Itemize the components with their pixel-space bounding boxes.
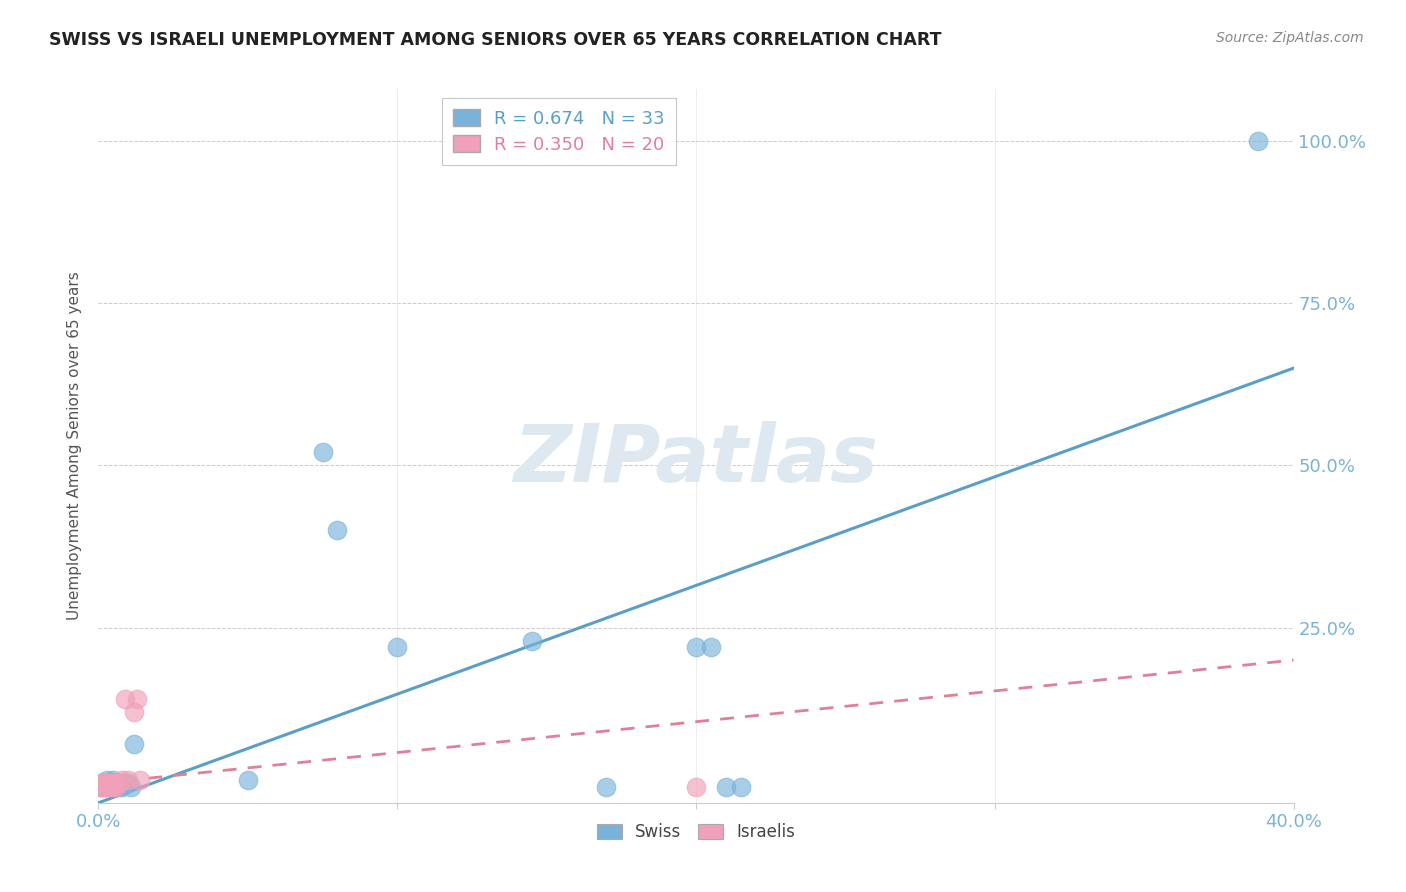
Point [520,633,543,648]
Point [93,780,115,794]
Point [120,780,142,794]
Point [311,445,333,459]
Point [98,776,122,790]
Point [1247,134,1270,148]
Point [96,773,118,788]
Point [114,692,136,706]
Point [111,773,134,788]
Point [685,780,707,794]
Point [105,776,128,790]
Point [103,773,125,788]
Point [124,705,146,719]
Point [96,776,118,790]
Point [93,780,115,794]
Point [111,780,134,794]
Point [700,640,723,654]
Point [117,773,139,788]
Y-axis label: Unemployment Among Seniors over 65 years: Unemployment Among Seniors over 65 years [67,272,83,620]
Point [103,776,125,790]
Point [93,776,115,790]
Legend: Swiss, Israelis: Swiss, Israelis [591,817,801,848]
Point [90,776,112,790]
Text: SWISS VS ISRAELI UNEMPLOYMENT AMONG SENIORS OVER 65 YEARS CORRELATION CHART: SWISS VS ISRAELI UNEMPLOYMENT AMONG SENI… [49,31,942,49]
Point [129,773,152,788]
Point [236,773,259,788]
Point [385,640,409,654]
Point [96,780,118,794]
Point [98,780,122,794]
Point [96,776,118,790]
Point [93,776,115,790]
Point [105,780,128,794]
Point [595,780,617,794]
Point [714,780,737,794]
Point [90,780,112,794]
Point [105,776,128,790]
Point [98,776,122,790]
Point [90,780,112,794]
Point [105,780,128,794]
Point [111,776,134,790]
Text: Source: ZipAtlas.com: Source: ZipAtlas.com [1216,31,1364,45]
Point [685,640,707,654]
Point [103,780,125,794]
Point [103,776,125,790]
Point [108,776,131,790]
Text: ZIPatlas: ZIPatlas [513,421,879,500]
Point [98,780,122,794]
Point [90,776,112,790]
Point [124,738,146,752]
Point [103,780,125,794]
Point [117,776,139,790]
Point [730,780,752,794]
Point [96,780,118,794]
Point [108,780,131,794]
Point [108,776,131,790]
Point [326,524,349,538]
Point [114,776,136,790]
Point [127,692,149,706]
